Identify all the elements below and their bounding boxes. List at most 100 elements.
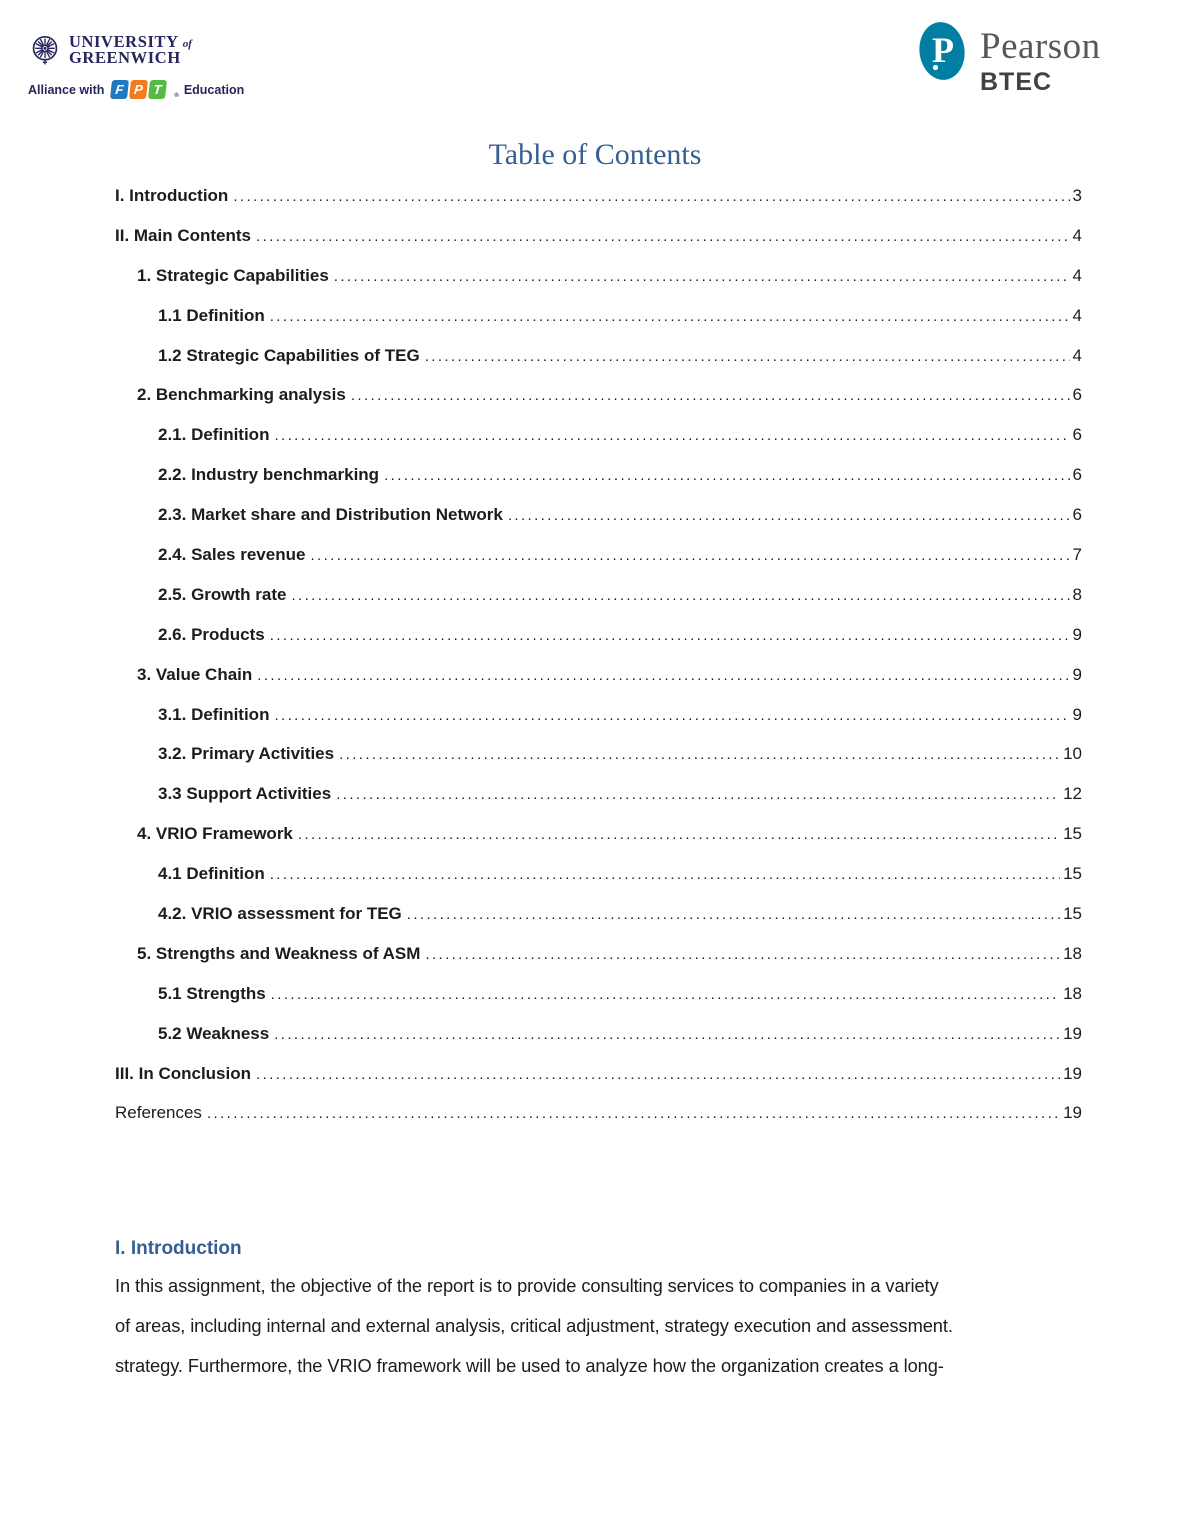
dot-leader <box>207 1105 1060 1122</box>
compass-emblem-icon <box>32 35 58 65</box>
fpt-letter-t: T <box>148 80 168 99</box>
toc-entry-label: III. In Conclusion <box>115 1063 251 1083</box>
toc-entry-page: 18 <box>1063 983 1082 1003</box>
dot-leader <box>291 587 1069 604</box>
toc-entry-label: I. Introduction <box>115 186 229 205</box>
toc-entry: 2.5. Growth rate 8 <box>115 585 1082 625</box>
dot-leader <box>257 667 1069 684</box>
svg-text:P: P <box>932 30 954 70</box>
toc-entry: 2.2. Industry benchmarking 6 <box>115 465 1082 505</box>
alliance-suffix-label: Education <box>183 82 245 97</box>
toc-entry-page: 3 <box>1072 186 1082 205</box>
toc-entry-page: 4 <box>1072 345 1082 365</box>
toc-entry: 3.1. Definition 9 <box>115 705 1082 745</box>
toc-entry: 4.2. VRIO assessment for TEG 15 <box>115 904 1082 944</box>
toc-entry: 1.2 Strategic Capabilities of TEG 4 <box>115 346 1082 386</box>
dot-leader <box>384 467 1069 484</box>
toc-entry-label: 2.6. Products <box>158 624 265 644</box>
toc-entry-page: 9 <box>1072 664 1082 684</box>
toc-entry-label: 2.4. Sales revenue <box>158 545 306 565</box>
toc-entry-label: 3. Value Chain <box>137 664 253 684</box>
pearson-p-icon: P <box>919 22 965 80</box>
toc-entry: 3.2. Primary Activities 10 <box>115 744 1082 784</box>
dot-leader <box>270 866 1060 883</box>
alliance-row: Alliance with F P T ® Education <box>28 80 244 99</box>
dot-leader <box>274 1026 1060 1043</box>
university-line1: UNIVERSITY <box>69 31 178 51</box>
toc-entry-page: 8 <box>1072 584 1082 604</box>
toc-entry-page: 9 <box>1072 624 1082 644</box>
toc-entry: 3.3 Support Activities 12 <box>115 784 1082 824</box>
dot-leader <box>334 268 1070 285</box>
toc-entry-page: 4 <box>1072 225 1082 245</box>
toc-entry: 1. Strategic Capabilities 4 <box>115 266 1082 306</box>
dot-leader <box>274 427 1069 444</box>
btec-wordmark: BTEC <box>980 68 1053 96</box>
dot-leader <box>407 906 1060 923</box>
toc-entry: 2.6. Products 9 <box>115 625 1082 665</box>
dot-leader <box>274 707 1069 724</box>
paragraph-line: In this assignment, the objective of the… <box>115 1275 939 1296</box>
toc-entry-label: 2.3. Market share and Distribution Netwo… <box>158 505 503 525</box>
toc-entry-label: 5. Strengths and Weakness of ASM <box>137 943 421 963</box>
toc-entry: 4.1 Definition 15 <box>115 864 1082 904</box>
toc-entry-label: 2.5. Growth rate <box>158 584 287 604</box>
toc-entry: 2.4. Sales revenue 7 <box>115 545 1082 585</box>
alliance-prefix-label: Alliance with <box>28 82 105 97</box>
toc-entry-page: 10 <box>1063 744 1082 764</box>
dot-leader <box>233 188 1069 205</box>
toc-entry-label: References <box>115 1103 202 1123</box>
toc-entry-label: 2. Benchmarking analysis <box>137 385 346 405</box>
toc-entry-label: 2.1. Definition <box>158 425 270 445</box>
toc-entry-label: II. Main Contents <box>115 225 251 245</box>
dot-leader <box>425 946 1060 963</box>
toc-entry-page: 15 <box>1063 824 1082 844</box>
dot-leader <box>351 387 1070 404</box>
fpt-letter-f: F <box>110 80 130 99</box>
toc-entry: 2. Benchmarking analysis 6 <box>115 385 1082 425</box>
toc-entry-page: 7 <box>1072 545 1082 565</box>
toc-entry: 5. Strengths and Weakness of ASM 18 <box>115 944 1082 984</box>
toc-entry-page: 12 <box>1063 784 1082 804</box>
toc-entry-page: 6 <box>1072 465 1082 485</box>
dot-leader <box>256 1066 1060 1083</box>
university-wordmark: UNIVERSITY of GREENWICH <box>69 31 192 67</box>
toc-entry: 2.1. Definition 6 <box>115 425 1082 465</box>
toc-entry-page: 6 <box>1072 505 1082 525</box>
toc-entry-page: 19 <box>1063 1103 1082 1123</box>
pearson-btec-logo: P Pearson BTEC <box>918 20 1101 97</box>
toc-entry-label: 1.1 Definition <box>158 305 265 325</box>
toc-entry-page: 9 <box>1072 704 1082 724</box>
dot-leader <box>270 627 1070 644</box>
toc-entry: 1.1 Definition 4 <box>115 306 1082 346</box>
dot-leader <box>270 308 1070 325</box>
toc-entry-page: 18 <box>1063 943 1082 963</box>
dot-leader <box>298 826 1060 843</box>
toc-entry: II. Main Contents 4 <box>115 226 1082 266</box>
university-of: of <box>182 37 192 50</box>
toc-entry-page: 19 <box>1063 1063 1082 1083</box>
toc-entry-page: 4 <box>1072 305 1082 325</box>
toc-entry-page: 6 <box>1072 425 1082 445</box>
toc-entry: I. Introduction 3 <box>115 186 1082 226</box>
toc-entry-page: 19 <box>1063 1023 1082 1043</box>
toc-entry: III. In Conclusion 19 <box>115 1064 1082 1104</box>
fpt-letter-p: P <box>129 80 149 99</box>
introduction-paragraph: In this assignment, the objective of the… <box>115 1275 1110 1395</box>
toc-entry-page: 15 <box>1063 904 1082 924</box>
toc-entry-label: 3.2. Primary Activities <box>158 744 335 764</box>
toc-entry-page: 4 <box>1072 265 1082 285</box>
toc-entry-label: 1. Strategic Capabilities <box>137 265 329 285</box>
dot-leader <box>310 547 1069 564</box>
toc-entry-label: 4.2. VRIO assessment for TEG <box>158 904 402 924</box>
toc-entry: 5.2 Weakness 19 <box>115 1024 1082 1064</box>
toc-entry-label: 3.3 Support Activities <box>158 784 332 804</box>
toc-entry-label: 5.1 Strengths <box>158 983 266 1003</box>
toc-entry-label: 5.2 Weakness <box>158 1023 270 1043</box>
toc-entry-label: 1.2 Strategic Capabilities of TEG <box>158 345 420 365</box>
dot-leader <box>508 507 1070 524</box>
toc-entry-page: 15 <box>1063 864 1082 884</box>
toc-entry-label: 2.2. Industry benchmarking <box>158 465 380 485</box>
dot-leader <box>271 986 1060 1003</box>
